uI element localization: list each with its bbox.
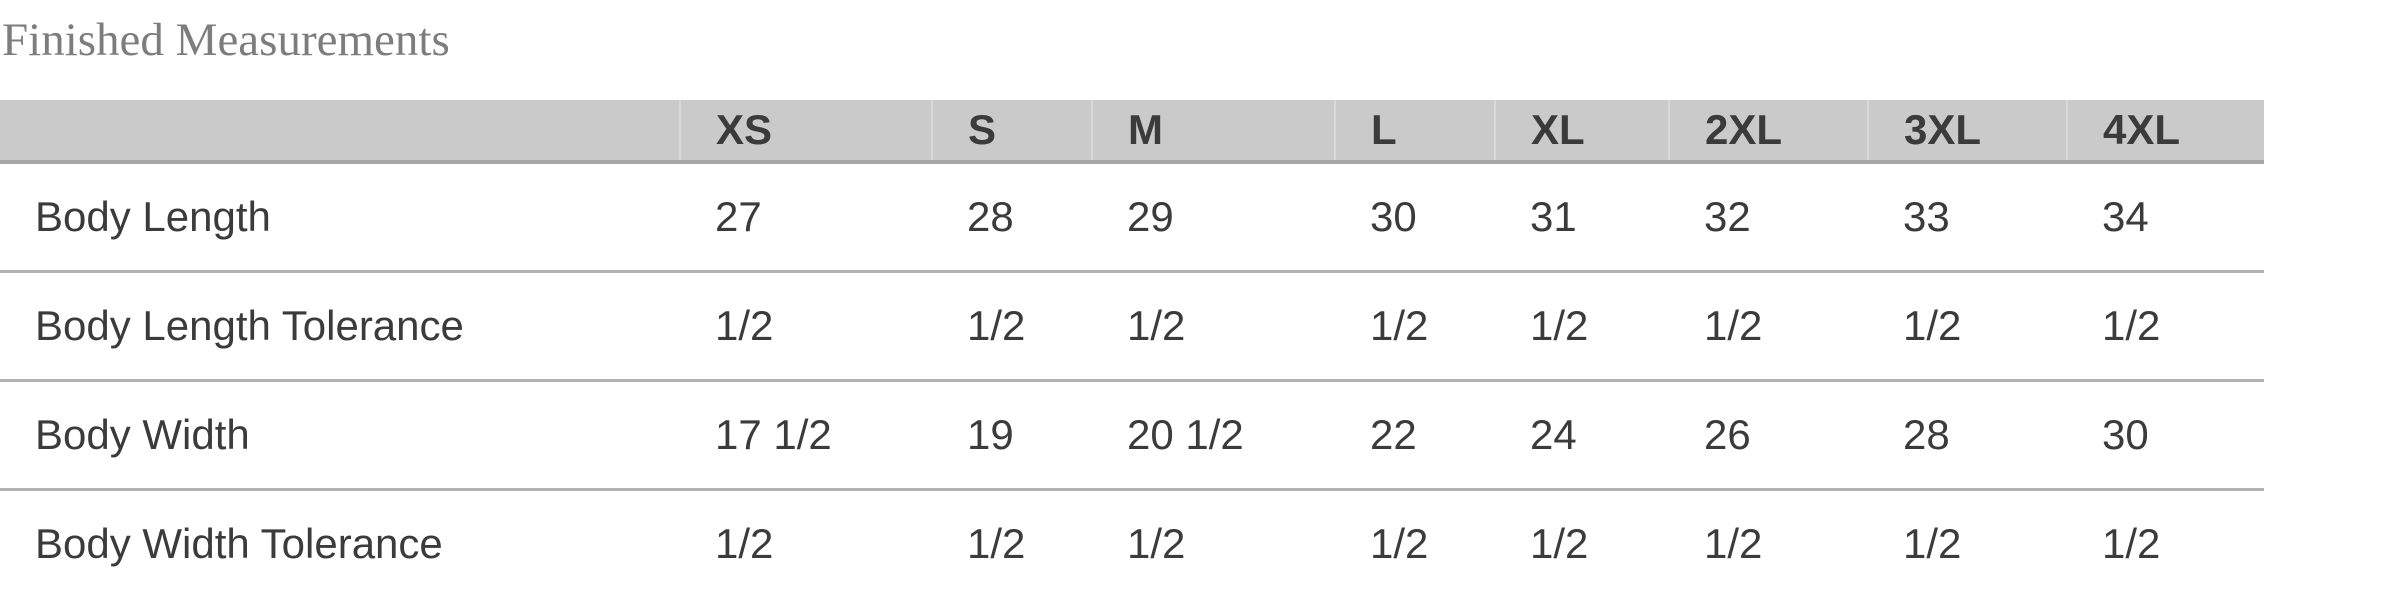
- header-cell-4xl: 4XL: [2066, 100, 2264, 164]
- table-cell: 1/2: [2102, 520, 2161, 568]
- table-cell: 1/2: [1370, 520, 1429, 568]
- table-cell: 19: [932, 380, 1092, 491]
- header-cell-xl: XL: [1494, 100, 1669, 164]
- size-chart-section: Finished Measurements XS S M L XL 2XL 3X…: [0, 14, 2264, 598]
- table-cell: 17 1/2: [680, 380, 932, 491]
- header-cell-2xl: 2XL: [1668, 100, 1868, 164]
- table-cell: 1/2: [1127, 520, 1186, 568]
- table-row-body-width: Body Width 17 1/2 19 20 1/2 22 24 26 28 …: [0, 380, 2264, 491]
- table-cell: 34: [2067, 162, 2264, 273]
- table-cell: 33: [1868, 162, 2067, 273]
- row-label: Body Width Tolerance: [35, 520, 443, 568]
- table-cell: 27: [680, 162, 932, 273]
- table-cell: 1/2: [1335, 271, 1495, 382]
- table-cell: 1/2: [1530, 520, 1589, 568]
- row-label: Body Length Tolerance: [0, 271, 680, 382]
- table-cell: 1/2: [1704, 520, 1763, 568]
- table-cell: 24: [1495, 380, 1669, 491]
- table-cell: 22: [1335, 380, 1495, 491]
- table-cell: 1/2: [1868, 271, 2067, 382]
- header-cell-xs: XS: [679, 100, 932, 164]
- page-title: Finished Measurements: [2, 14, 450, 66]
- table-cell: 28: [932, 162, 1092, 273]
- finished-measurements-table: XS S M L XL 2XL 3XL 4XL Body Length 27 2…: [0, 100, 2264, 598]
- header-cell-label: [0, 100, 680, 164]
- table-cell: 1/2: [1903, 520, 1962, 568]
- table-cell: 1/2: [2067, 271, 2264, 382]
- table-cell: 1/2: [715, 520, 774, 568]
- table-cell: 1/2: [1092, 271, 1335, 382]
- header-cell-3xl: 3XL: [1867, 100, 2067, 164]
- table-cell: 32: [1669, 162, 1868, 273]
- table-cell: 1/2: [1669, 271, 1868, 382]
- header-cell-m: M: [1091, 100, 1335, 164]
- table-cell: 1/2: [1495, 271, 1669, 382]
- table-cell: 31: [1495, 162, 1669, 273]
- row-label: Body Length: [0, 162, 680, 273]
- table-cell: 20 1/2: [1092, 380, 1335, 491]
- header-row: XS S M L XL 2XL 3XL 4XL: [0, 100, 2264, 164]
- header-cell-l: L: [1334, 100, 1495, 164]
- table-row-body-length-tolerance: Body Length Tolerance 1/2 1/2 1/2 1/2 1/…: [0, 271, 2264, 382]
- table-row-body-length: Body Length 27 28 29 30 31 32 33 34: [0, 162, 2264, 273]
- row-label: Body Width: [0, 380, 680, 491]
- table-cell: 28: [1868, 380, 2067, 491]
- table-cell: 1/2: [680, 271, 932, 382]
- table-cell: 30: [1335, 162, 1495, 273]
- table-cell: 26: [1669, 380, 1868, 491]
- table-cell: 29: [1092, 162, 1335, 273]
- table-cell: 30: [2067, 380, 2264, 491]
- table-cell: 1/2: [932, 271, 1092, 382]
- table-cell: 1/2: [967, 520, 1026, 568]
- header-cell-s: S: [931, 100, 1092, 164]
- table-row-body-width-tolerance: Body Width Tolerance 1/2 1/2 1/2 1/2 1/2…: [0, 489, 2264, 598]
